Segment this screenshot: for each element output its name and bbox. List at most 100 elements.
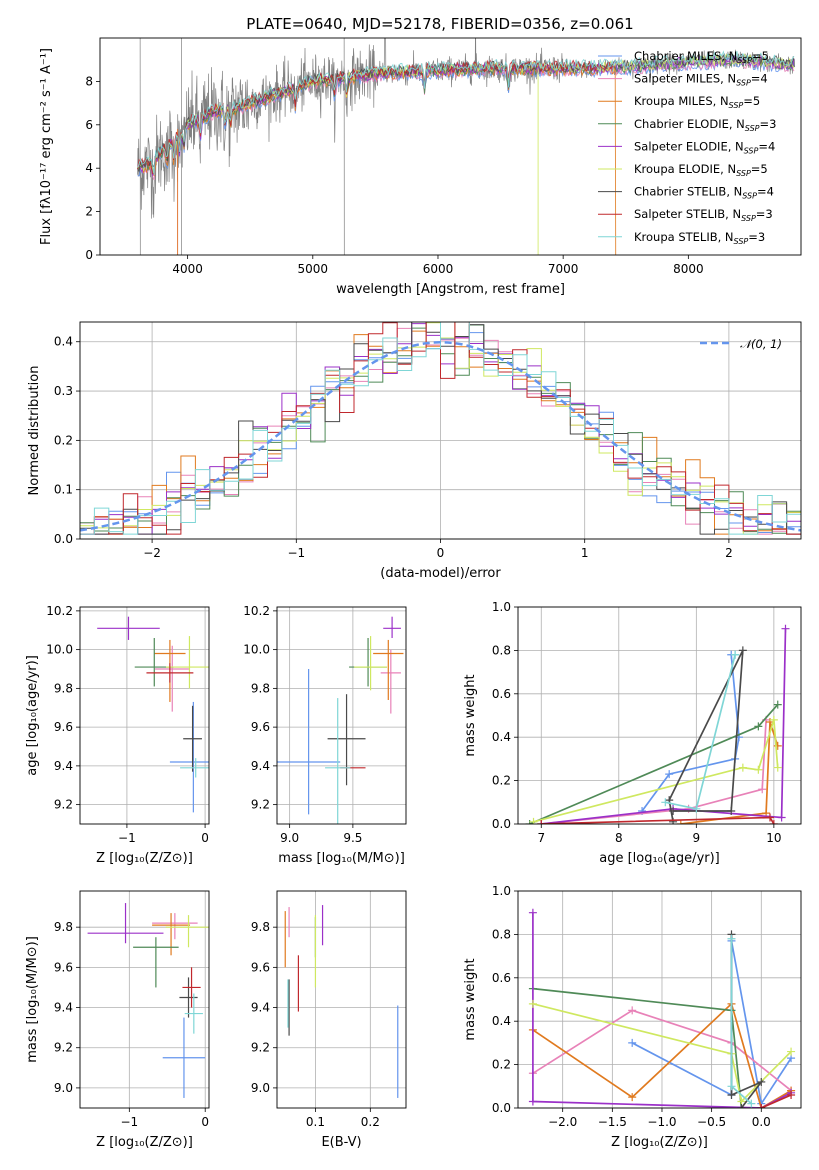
axes-frame	[79, 321, 802, 540]
mass-weight-marker	[777, 813, 786, 822]
y-axis-label: mass weight	[463, 674, 478, 756]
mass-weight-marker	[731, 650, 740, 659]
mass-weight-marker	[528, 908, 537, 917]
y-tick-label: 0.6	[492, 971, 511, 985]
residual-histogram	[80, 322, 801, 535]
spectrum-legend: Chabrier MILES, NSSP=5 Salpeter MILES, NS…	[598, 49, 776, 246]
mass-weight-marker	[773, 763, 782, 772]
x-tick-label: 9	[693, 831, 701, 845]
y-tick-label: 9.2	[251, 798, 270, 812]
y-tick-label: 10.2	[243, 604, 270, 618]
y-tick-label: 9.4	[251, 759, 270, 773]
plot-area	[277, 616, 404, 824]
y-tick-label: 10.0	[46, 643, 73, 657]
mass-weight-marker	[757, 1077, 766, 1086]
panel-mass-vs-EBV: 0.1 0.2 9.0 9.2 9.4 9.6 9.8 E(B-V)	[251, 890, 407, 1150]
panel-residuals: −2 −1 0 1 2 0.0 0.1 0.2 0.3 0.4 (data-model)/error…	[27, 321, 802, 581]
x-tick-label: 7000	[548, 262, 579, 276]
legend-entry: Chabrier MILES, NSSP=5	[634, 49, 769, 65]
mass-weight-marker	[727, 1090, 736, 1099]
axes-frame	[517, 606, 802, 825]
x-tick-label: −2	[143, 546, 161, 560]
y-tick-label: 0.4	[492, 730, 511, 744]
legend-entry: Kroupa MILES, NSSP=5	[634, 94, 760, 110]
mass-weight-marker	[661, 798, 670, 807]
panel-age-vs-Z: −1 0 9.2 9.4 9.6 9.8 10.0 10.2 Z [log₁₀(Z/Z⊙)] ag…	[25, 604, 210, 866]
x-axis-label: age [log₁₀(age/yr)]	[599, 851, 720, 866]
x-axis-label: (data-model)/error	[380, 566, 501, 581]
plot-area	[87, 903, 209, 1098]
y-axis-label: mass weight	[463, 958, 478, 1040]
mass-weight-marker	[537, 820, 546, 824]
mass-weight-marker	[528, 999, 537, 1008]
mass-weight-marker	[737, 1104, 746, 1108]
y-tick-label: 4	[85, 161, 93, 175]
model-spectrum-line	[137, 64, 617, 255]
panel-age-vs-mass: 9.0 9.5 9.2 9.4 9.6 9.8 10.0 10.2 mass [log₁₀(M/…	[243, 604, 407, 866]
figure-title: PLATE=0640, MJD=52178, FIBERID=0356, z=0…	[246, 15, 633, 33]
legend-entry: Salpeter ELODIE, NSSP=4	[634, 139, 775, 155]
y-tick-label: 2	[85, 205, 93, 219]
axes-frame	[276, 890, 407, 1109]
mass-weight-line	[532, 987, 762, 1108]
y-tick-label: 9.8	[54, 681, 73, 695]
y-tick-label: 1.0	[492, 600, 511, 614]
plot-area	[284, 905, 399, 1098]
x-tick-label: 6000	[423, 262, 454, 276]
x-tick-label: 0.2	[361, 1115, 380, 1129]
x-tick-label: 0.0	[752, 1115, 771, 1129]
mass-weight-marker	[773, 741, 782, 750]
y-tick-label: 9.4	[54, 1001, 73, 1015]
y-tick-label: 9.6	[54, 960, 73, 974]
mass-weight-marker	[758, 785, 767, 794]
x-tick-label: 9.5	[343, 831, 362, 845]
mass-weight-marker	[754, 765, 763, 774]
mass-weight-marker	[738, 646, 747, 655]
y-tick-label: 9.0	[54, 1081, 73, 1095]
mass-weight-line	[541, 719, 767, 824]
mass-weight-marker	[757, 1104, 766, 1108]
x-tick-label: 0	[437, 546, 445, 560]
model-spectrum-line	[137, 59, 616, 175]
y-tick-label: 9.6	[251, 960, 270, 974]
y-tick-label: 9.0	[251, 1081, 270, 1095]
axes-frame	[79, 606, 210, 825]
y-tick-label: 9.2	[251, 1041, 270, 1055]
y-tick-label: 0.2	[492, 1058, 511, 1072]
legend-entry: Salpeter STELIB, NSSP=3	[634, 207, 773, 223]
mass-weight-line	[541, 628, 787, 824]
x-tick-label: 4000	[172, 262, 203, 276]
mass-weight-marker	[528, 1097, 537, 1106]
axes-frame	[517, 890, 802, 1109]
plot-area	[97, 616, 209, 813]
y-tick-label: 0.4	[492, 1014, 511, 1028]
y-tick-label: 10.0	[243, 643, 270, 657]
legend-entry: Kroupa STELIB, NSSP=3	[634, 230, 765, 246]
x-tick-label: 2	[725, 546, 733, 560]
x-tick-label: 10	[766, 831, 781, 845]
mass-weight-marker	[747, 1099, 756, 1108]
mass-weight-marker	[769, 715, 778, 724]
mass-weight-marker	[669, 817, 678, 824]
plot-area	[137, 38, 796, 255]
y-tick-label: 0.3	[54, 384, 73, 398]
mass-weight-marker	[781, 624, 790, 633]
mass-weight-line	[532, 1002, 792, 1104]
mass-weight-line	[532, 1009, 792, 1092]
x-tick-label: 0	[201, 1115, 209, 1129]
mass-weight-marker	[529, 817, 538, 824]
y-tick-label: 9.6	[54, 720, 73, 734]
y-tick-label: 10.2	[46, 604, 73, 618]
model-spectrum-line	[137, 50, 795, 175]
x-tick-label: −0.5	[697, 1115, 726, 1129]
plot-area	[80, 322, 801, 535]
y-tick-label: 0.0	[54, 532, 73, 546]
y-tick-label: 9.2	[54, 798, 73, 812]
y-axis-label: age [log₁₀(age/yr)]	[25, 655, 40, 776]
plot-area	[528, 908, 796, 1108]
model-spectrum-line	[137, 54, 795, 172]
plot-area	[525, 624, 790, 824]
x-axis-label: wavelength [Angstrom, rest frame]	[336, 282, 565, 297]
y-tick-label: 0.8	[492, 927, 511, 941]
